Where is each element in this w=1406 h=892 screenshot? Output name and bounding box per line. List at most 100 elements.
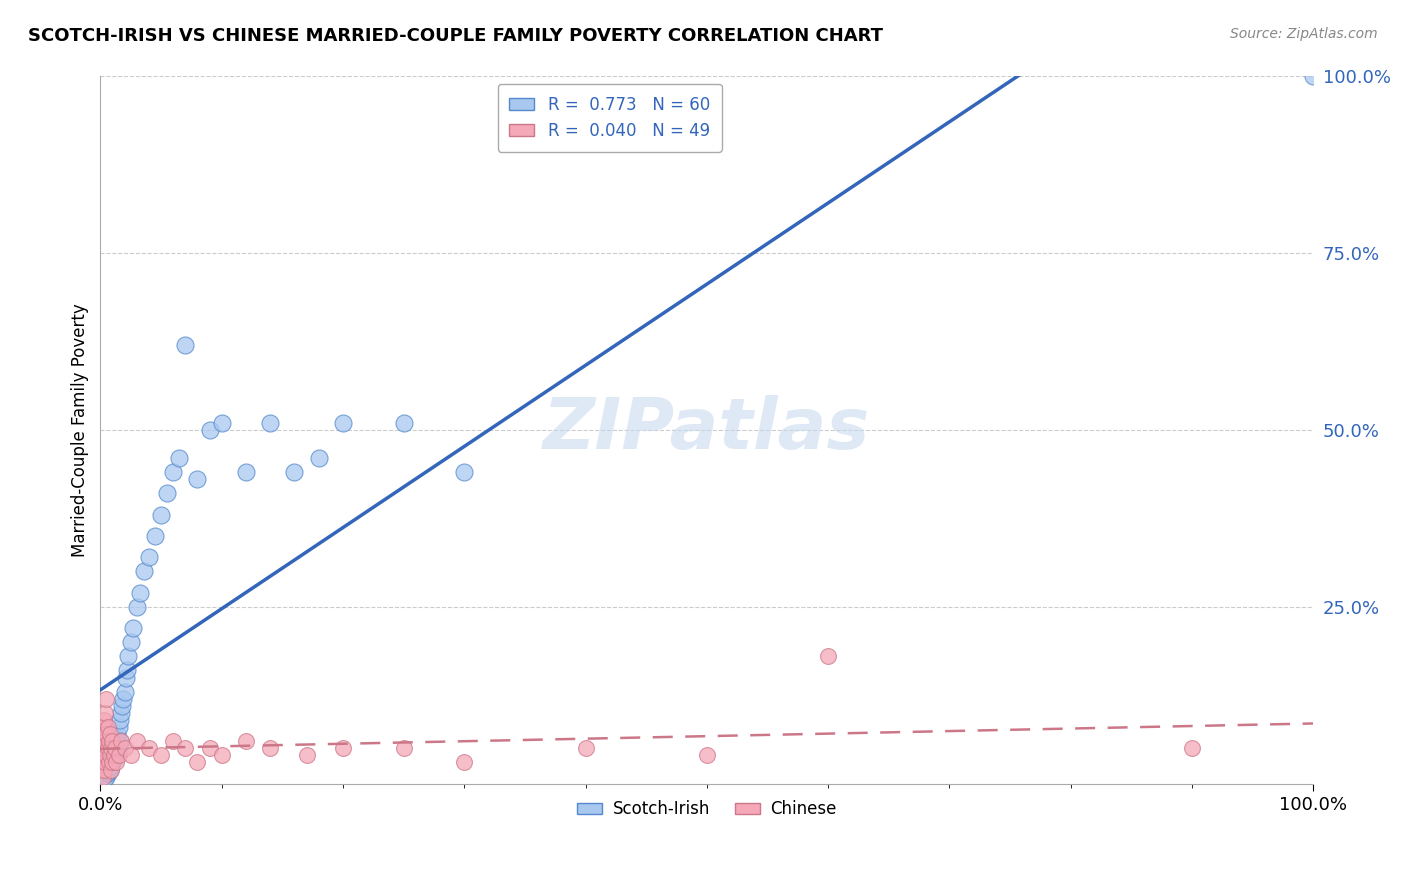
Point [105,745,128,759]
Point [138,741,160,756]
Point [122,621,145,635]
Point [96,759,118,773]
Point [97,752,120,766]
Point [101,756,124,770]
Point [103,752,125,766]
Point [696,748,718,763]
Point [94,706,117,720]
Point [94,763,117,777]
Point [93,741,115,756]
Point [91,734,114,748]
Point [138,550,160,565]
Point [308,450,330,465]
Point [235,465,257,479]
Point [97,756,120,770]
Point [104,748,127,763]
Point [98,763,121,777]
Point [93,766,115,780]
Point [392,741,415,756]
Point [114,741,136,756]
Point [101,756,124,770]
Point [97,764,120,778]
Y-axis label: Married-Couple Family Poverty: Married-Couple Family Poverty [72,302,89,557]
Point [453,465,475,479]
Point [98,748,121,763]
Point [105,756,128,770]
Point [211,416,233,430]
Legend: Scotch-Irish, Chinese: Scotch-Irish, Chinese [571,794,842,825]
Point [235,734,257,748]
Point [103,748,125,763]
Point [100,763,122,777]
Point [108,734,131,748]
Point [332,741,354,756]
Point [104,741,127,756]
Point [105,731,128,745]
Point [94,756,117,770]
Point [162,465,184,479]
Point [90,748,112,763]
Point [150,508,173,522]
Point [110,706,132,720]
Point [120,748,142,763]
Point [93,713,115,727]
Point [111,698,134,713]
Point [174,741,197,756]
Point [101,734,124,748]
Point [283,465,305,479]
Point [105,741,128,756]
Point [96,770,118,784]
Point [97,720,120,734]
Point [97,756,120,770]
Text: SCOTCH-IRISH VS CHINESE MARRIED-COUPLE FAMILY POVERTY CORRELATION CHART: SCOTCH-IRISH VS CHINESE MARRIED-COUPLE F… [28,27,883,45]
Point [143,529,166,543]
Point [96,691,118,706]
Point [167,450,190,465]
Point [97,766,120,780]
Point [198,423,221,437]
Point [91,770,114,784]
Point [817,649,839,664]
Point [186,756,208,770]
Point [259,416,281,430]
Point [1181,741,1204,756]
Point [100,759,122,773]
Point [110,734,132,748]
Point [332,416,354,430]
Point [107,720,129,734]
Point [295,748,318,763]
Point [115,664,138,678]
Point [94,771,117,785]
Point [259,741,281,756]
Point [574,741,596,756]
Point [101,741,124,756]
Point [107,748,129,763]
Point [98,748,121,763]
Point [198,741,221,756]
Point [1302,69,1324,83]
Text: Source: ZipAtlas.com: Source: ZipAtlas.com [1230,27,1378,41]
Point [453,756,475,770]
Point [125,734,148,748]
Point [108,713,131,727]
Point [104,734,127,748]
Point [117,649,139,664]
Point [90,773,112,788]
Point [112,691,135,706]
Point [114,671,136,685]
Point [90,763,112,777]
Point [100,741,122,756]
Point [100,745,122,759]
Point [91,720,114,734]
Point [94,734,117,748]
Point [129,585,152,599]
Point [186,472,208,486]
Point [132,564,155,578]
Point [120,635,142,649]
Point [156,486,179,500]
Point [105,727,128,741]
Point [162,734,184,748]
Point [96,748,118,763]
Point [98,727,121,741]
Point [103,738,125,752]
